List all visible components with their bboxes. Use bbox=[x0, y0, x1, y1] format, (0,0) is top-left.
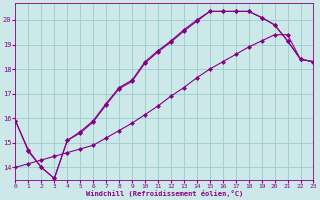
X-axis label: Windchill (Refroidissement éolien,°C): Windchill (Refroidissement éolien,°C) bbox=[86, 190, 243, 197]
